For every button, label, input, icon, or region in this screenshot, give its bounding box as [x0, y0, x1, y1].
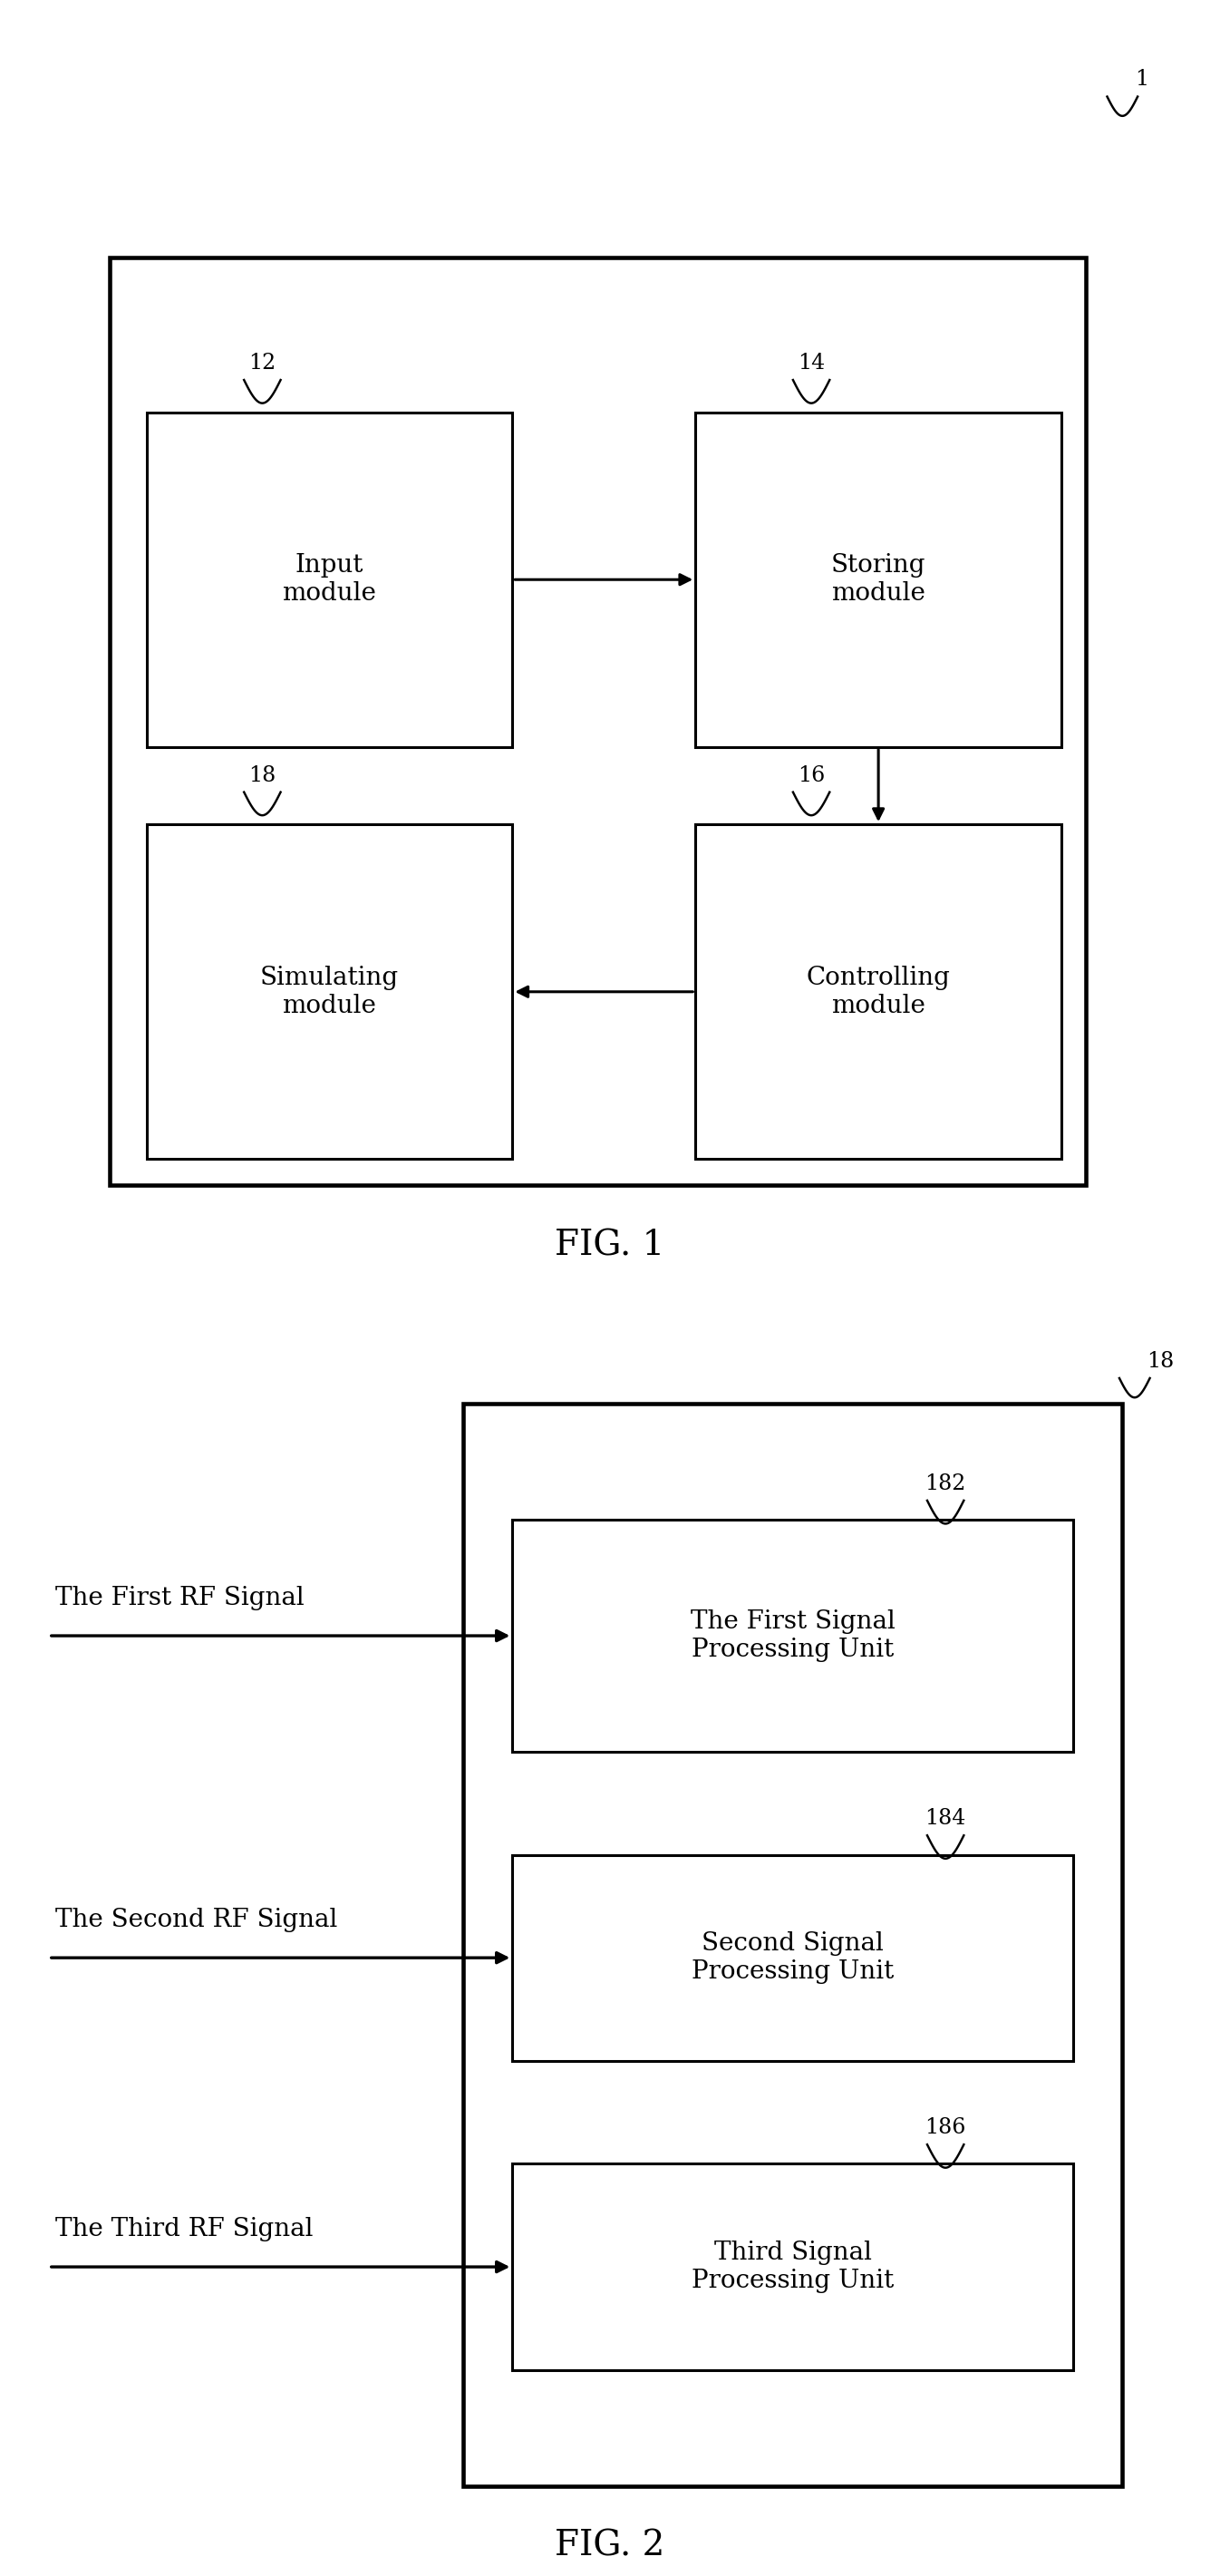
Text: The Second RF Signal: The Second RF Signal — [55, 1906, 337, 1932]
Text: FIG. 1: FIG. 1 — [555, 1229, 665, 1262]
Text: Storing
module: Storing module — [831, 554, 926, 605]
Text: 18: 18 — [1147, 1350, 1174, 1370]
FancyBboxPatch shape — [512, 2164, 1074, 2370]
Text: 14: 14 — [798, 353, 825, 374]
Text: Simulating
module: Simulating module — [260, 966, 399, 1018]
FancyBboxPatch shape — [464, 1404, 1122, 2486]
FancyBboxPatch shape — [146, 824, 512, 1159]
Text: Input
module: Input module — [282, 554, 377, 605]
Text: 1: 1 — [1135, 70, 1148, 90]
Text: 16: 16 — [798, 765, 825, 786]
Text: 182: 182 — [925, 1473, 966, 1494]
Text: 186: 186 — [925, 2117, 966, 2138]
Text: 18: 18 — [249, 765, 276, 786]
Text: Controlling
module: Controlling module — [806, 966, 950, 1018]
Text: FIG. 2: FIG. 2 — [555, 2530, 665, 2563]
FancyBboxPatch shape — [512, 1520, 1074, 1752]
Text: Second Signal
Processing Unit: Second Signal Processing Unit — [692, 1932, 894, 1984]
Text: The First RF Signal: The First RF Signal — [55, 1584, 304, 1610]
FancyBboxPatch shape — [695, 824, 1061, 1159]
Text: 184: 184 — [925, 1808, 966, 1829]
Text: The Third RF Signal: The Third RF Signal — [55, 2215, 312, 2241]
FancyBboxPatch shape — [695, 412, 1061, 747]
FancyBboxPatch shape — [110, 258, 1086, 1185]
FancyBboxPatch shape — [146, 412, 512, 747]
FancyBboxPatch shape — [512, 1855, 1074, 2061]
Text: Third Signal
Processing Unit: Third Signal Processing Unit — [692, 2241, 894, 2293]
Text: The First Signal
Processing Unit: The First Signal Processing Unit — [691, 1610, 895, 1662]
Text: 12: 12 — [249, 353, 276, 374]
